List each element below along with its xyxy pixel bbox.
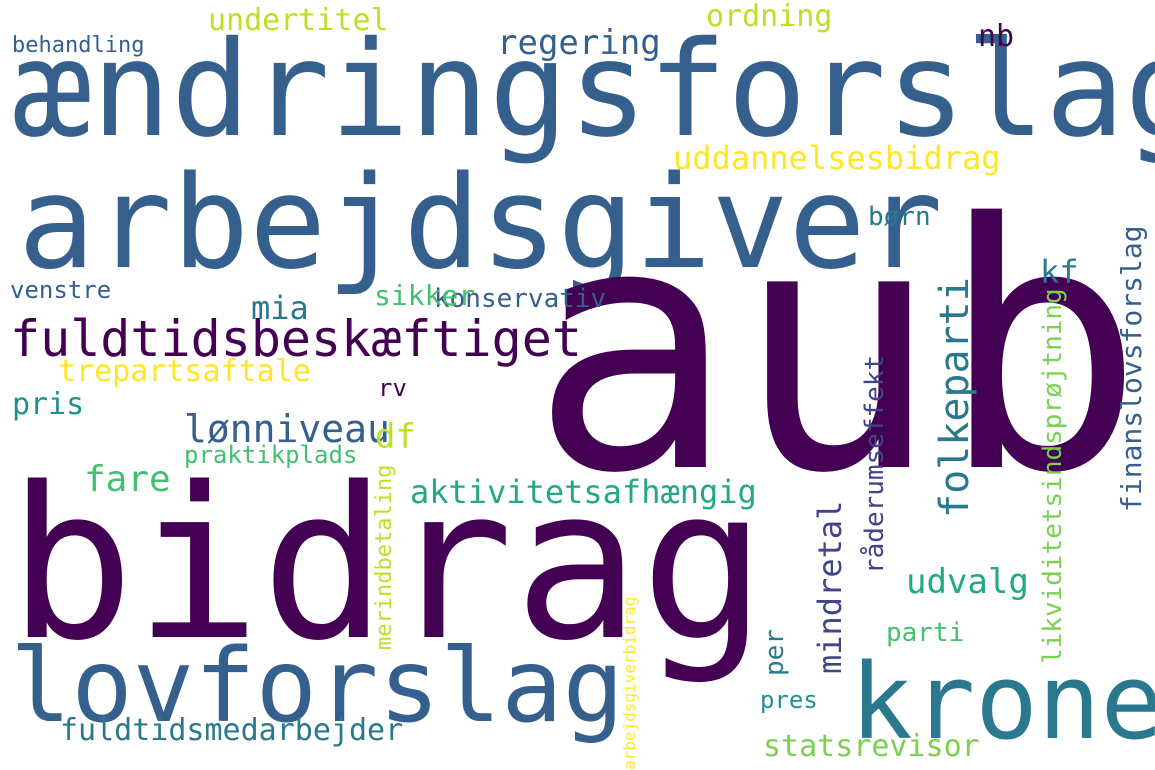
word-ordning: ordning [706, 0, 833, 34]
word-fare: fare [84, 459, 171, 500]
word-regering: regering [497, 23, 661, 63]
word-mia: mia [251, 289, 309, 327]
word-krone: krone [850, 641, 1155, 763]
word-arbejdsgiverbidrag: arbejdsgiverbidrag [620, 596, 639, 770]
word-fuldtidsmedarbejder: fuldtidsmedarbejder [60, 713, 404, 748]
word-folkeparti: folkeparti [932, 277, 978, 518]
word-merindbetaling: merindbetaling [372, 464, 397, 650]
word-aub: aub [530, 152, 1145, 548]
word-parti: parti [886, 618, 965, 648]
word-lovforslag: lovforslag [10, 627, 625, 746]
word-raderumseffekt: råderumseffekt [860, 354, 890, 574]
word-venstre: venstre [10, 276, 112, 304]
word-trepartsaftale: trepartsaftale [58, 354, 311, 389]
word-kf: kf [1040, 253, 1079, 291]
word-praktikplads: praktikplads [184, 441, 358, 469]
word-fuldtidsbeskaeftiget: fuldtidsbeskæftiget [10, 310, 582, 368]
word-per: børn [868, 202, 931, 232]
word-arbejdsgiver: arbejdsgiver [18, 149, 943, 298]
word-aktivitetsafhaengig: aktivitetsafhængig [410, 473, 757, 511]
word-sikker: sikker [374, 279, 476, 312]
word-uddannelsesbidrag: uddannelsesbidrag [673, 139, 1001, 177]
word-rv: pres [760, 686, 818, 714]
word-finanslovsforslag: finanslovsforslag [1115, 225, 1148, 512]
word-nb: nb [978, 19, 1015, 54]
word-likviditetsindsprojtning: likviditetsindsprøjtning [1038, 288, 1068, 664]
word-mindretal: mindretal [811, 500, 849, 674]
word-pris: pris [12, 387, 85, 422]
word-lonniveau: lønniveau [184, 407, 390, 451]
word-pres: per [760, 629, 790, 676]
word-df: df [375, 417, 416, 457]
word-statsrevisor: statsrevisor [763, 729, 980, 764]
word-aendringsforslag: ændringsforslag [12, 13, 1155, 167]
word-born: rv [378, 374, 407, 402]
word-behandling: behandling [12, 33, 145, 58]
word-konservativ: konservativ [434, 284, 607, 314]
word-undertitel: undertitel [208, 3, 389, 38]
word-udvalg: udvalg [906, 562, 1029, 602]
word-bidrag: bidrag [8, 442, 767, 687]
